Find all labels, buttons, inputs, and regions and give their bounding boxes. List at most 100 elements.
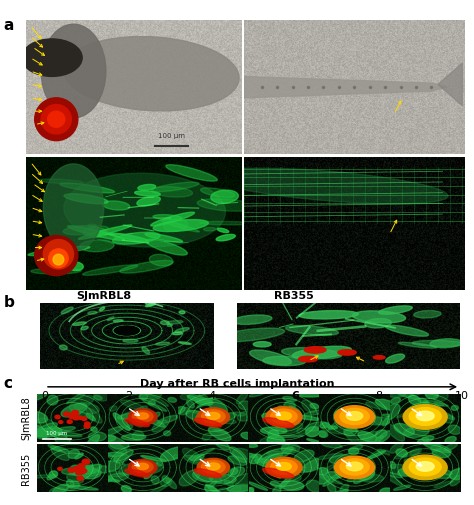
Ellipse shape <box>139 393 147 399</box>
Ellipse shape <box>328 483 336 493</box>
Ellipse shape <box>366 402 387 410</box>
Ellipse shape <box>396 449 407 457</box>
Ellipse shape <box>108 233 148 241</box>
Ellipse shape <box>422 410 433 418</box>
Ellipse shape <box>410 448 421 456</box>
Ellipse shape <box>36 428 62 437</box>
Ellipse shape <box>302 400 316 413</box>
Ellipse shape <box>352 311 406 323</box>
Circle shape <box>58 467 62 470</box>
Ellipse shape <box>61 403 87 417</box>
Ellipse shape <box>137 413 148 419</box>
Ellipse shape <box>198 471 226 477</box>
Ellipse shape <box>197 199 256 211</box>
Ellipse shape <box>31 268 81 274</box>
Text: SJmRBL8: SJmRBL8 <box>77 291 132 301</box>
Ellipse shape <box>102 435 128 447</box>
Circle shape <box>76 471 81 475</box>
Ellipse shape <box>142 347 150 354</box>
Ellipse shape <box>74 402 99 414</box>
Circle shape <box>304 346 326 353</box>
Ellipse shape <box>273 486 281 495</box>
Ellipse shape <box>70 469 80 475</box>
Ellipse shape <box>179 342 191 344</box>
Ellipse shape <box>349 448 359 454</box>
Ellipse shape <box>228 456 247 465</box>
Ellipse shape <box>146 239 187 255</box>
Ellipse shape <box>73 322 86 325</box>
Ellipse shape <box>320 423 329 428</box>
Ellipse shape <box>293 415 320 420</box>
Ellipse shape <box>283 401 295 411</box>
Ellipse shape <box>107 473 128 481</box>
Ellipse shape <box>344 429 362 447</box>
Ellipse shape <box>416 462 434 471</box>
Ellipse shape <box>181 394 189 400</box>
Text: 100 μm: 100 μm <box>46 431 67 436</box>
Ellipse shape <box>62 468 75 474</box>
Ellipse shape <box>322 442 342 448</box>
Ellipse shape <box>393 485 411 490</box>
Ellipse shape <box>113 320 123 322</box>
Ellipse shape <box>306 480 323 492</box>
Ellipse shape <box>438 468 452 475</box>
Ellipse shape <box>145 233 182 242</box>
Ellipse shape <box>66 484 80 491</box>
Ellipse shape <box>27 411 47 423</box>
Ellipse shape <box>63 226 100 235</box>
Ellipse shape <box>197 459 229 477</box>
Ellipse shape <box>377 449 398 456</box>
Ellipse shape <box>121 486 131 492</box>
Ellipse shape <box>30 425 47 439</box>
Ellipse shape <box>383 413 395 426</box>
Ellipse shape <box>142 399 167 411</box>
Ellipse shape <box>213 429 228 433</box>
Ellipse shape <box>344 428 357 436</box>
Ellipse shape <box>54 432 82 437</box>
Ellipse shape <box>211 190 238 203</box>
Text: 10: 10 <box>455 391 469 401</box>
Ellipse shape <box>210 474 236 484</box>
Ellipse shape <box>173 454 179 459</box>
Ellipse shape <box>357 474 383 482</box>
Ellipse shape <box>403 455 447 480</box>
Ellipse shape <box>217 328 284 342</box>
Ellipse shape <box>290 472 301 481</box>
Ellipse shape <box>102 477 113 482</box>
Ellipse shape <box>79 225 132 239</box>
Ellipse shape <box>188 410 203 414</box>
Ellipse shape <box>255 459 275 467</box>
Ellipse shape <box>326 472 342 478</box>
Ellipse shape <box>190 454 204 461</box>
Ellipse shape <box>28 246 90 256</box>
Ellipse shape <box>194 418 222 427</box>
Ellipse shape <box>266 447 294 454</box>
Ellipse shape <box>375 399 402 412</box>
Ellipse shape <box>53 484 69 494</box>
Ellipse shape <box>73 470 89 479</box>
Ellipse shape <box>41 24 106 118</box>
Ellipse shape <box>340 484 349 491</box>
Ellipse shape <box>109 440 129 449</box>
Ellipse shape <box>297 428 306 434</box>
Ellipse shape <box>402 465 412 474</box>
Ellipse shape <box>267 467 281 478</box>
Ellipse shape <box>268 430 279 438</box>
Ellipse shape <box>166 478 177 489</box>
Ellipse shape <box>70 480 79 487</box>
Ellipse shape <box>86 466 96 473</box>
Ellipse shape <box>314 464 337 477</box>
Ellipse shape <box>121 409 150 419</box>
Ellipse shape <box>404 459 415 468</box>
Ellipse shape <box>262 413 270 418</box>
Ellipse shape <box>434 481 453 488</box>
Ellipse shape <box>420 401 429 410</box>
Ellipse shape <box>47 395 58 405</box>
Ellipse shape <box>174 407 185 414</box>
Ellipse shape <box>279 476 292 489</box>
Ellipse shape <box>182 448 203 464</box>
Ellipse shape <box>43 164 104 251</box>
Circle shape <box>82 459 90 465</box>
Ellipse shape <box>72 411 91 418</box>
Ellipse shape <box>135 191 160 196</box>
